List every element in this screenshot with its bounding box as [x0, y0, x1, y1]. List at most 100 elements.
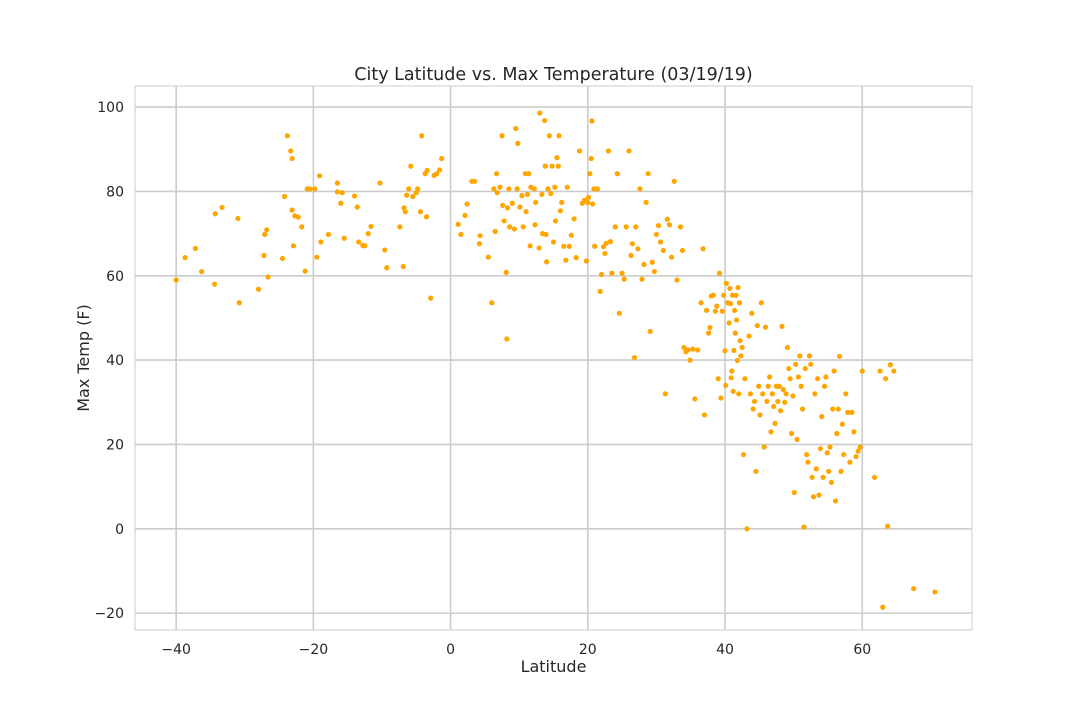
data-point — [493, 171, 500, 177]
data-point — [489, 300, 495, 306]
data-point — [701, 412, 708, 418]
data-point — [653, 231, 660, 238]
data-point — [520, 224, 526, 230]
data-point — [754, 322, 760, 329]
data-point — [612, 224, 618, 230]
data-point — [464, 201, 470, 207]
data-point — [377, 180, 383, 186]
data-point — [316, 173, 323, 179]
data-point — [771, 403, 777, 410]
data-point — [819, 414, 825, 420]
data-point — [698, 300, 704, 306]
data-point — [621, 276, 627, 282]
data-point — [338, 200, 344, 206]
data-point — [504, 205, 511, 211]
data-point — [587, 171, 593, 177]
data-point — [211, 281, 218, 287]
data-point — [813, 466, 819, 472]
data-point — [619, 270, 625, 276]
data-point — [816, 492, 822, 498]
x-axis-label: Latitude — [521, 657, 587, 676]
data-point — [182, 255, 188, 261]
y-tick-label: 40 — [106, 353, 124, 369]
data-point — [351, 193, 358, 199]
data-point — [288, 148, 294, 154]
data-point — [828, 479, 834, 486]
data-point — [674, 277, 680, 283]
data-point — [504, 336, 510, 342]
data-point — [744, 526, 750, 532]
data-point — [831, 368, 837, 374]
data-point — [307, 186, 313, 192]
data-point — [705, 330, 712, 336]
data-point — [776, 383, 782, 389]
data-point — [265, 274, 271, 280]
data-point — [871, 474, 878, 480]
data-point — [777, 408, 784, 414]
data-point — [284, 133, 290, 139]
data-point — [236, 300, 242, 306]
data-point — [500, 202, 506, 208]
data-point — [400, 263, 406, 270]
data-point — [563, 257, 569, 263]
data-point — [728, 375, 734, 381]
data-point — [501, 218, 507, 224]
data-point — [830, 406, 836, 412]
data-point — [690, 346, 696, 352]
data-point — [341, 235, 347, 241]
data-point — [616, 310, 622, 316]
data-point — [561, 243, 567, 249]
y-tick-label: −20 — [94, 606, 124, 622]
data-point — [824, 450, 830, 456]
data-point — [750, 406, 756, 412]
data-point — [762, 324, 769, 330]
data-point — [737, 338, 743, 344]
data-point — [801, 524, 807, 530]
data-point — [614, 171, 620, 177]
data-point — [641, 261, 647, 267]
data-point — [262, 231, 268, 238]
data-point — [532, 222, 538, 228]
data-point — [832, 498, 839, 504]
data-point — [637, 186, 643, 192]
data-point — [765, 383, 771, 389]
data-point — [783, 391, 789, 397]
data-point — [794, 436, 800, 442]
data-point — [787, 376, 793, 382]
tick-labels: −40 −20 0 20 40 60 −20 0 20 40 60 80 100 — [94, 100, 871, 658]
data-point — [594, 186, 601, 192]
data-point — [657, 239, 664, 245]
data-point — [882, 376, 889, 382]
y-tick-label: 100 — [97, 100, 124, 116]
data-point — [649, 259, 655, 265]
data-point — [841, 451, 847, 458]
data-point — [643, 199, 649, 205]
data-point — [849, 409, 855, 415]
data-point — [880, 604, 886, 610]
data-point — [491, 186, 497, 192]
x-tick-label: 40 — [716, 642, 734, 658]
data-point — [651, 268, 657, 275]
data-point — [406, 186, 412, 192]
data-point — [362, 243, 368, 249]
data-point — [712, 308, 719, 314]
data-point — [715, 376, 721, 382]
data-point — [552, 218, 559, 224]
data-point — [757, 412, 763, 418]
y-axis-label: Max Temp (F) — [74, 304, 93, 412]
data-point — [851, 429, 857, 435]
data-point — [545, 186, 551, 192]
data-point — [823, 374, 829, 380]
data-point — [681, 344, 687, 351]
data-point — [566, 243, 572, 249]
data-point — [623, 224, 629, 230]
data-point — [417, 209, 424, 215]
data-point — [559, 199, 565, 205]
data-point — [932, 589, 938, 595]
data-point — [666, 222, 673, 228]
data-point — [564, 184, 570, 190]
chart-title: City Latitude vs. Max Temperature (03/19… — [354, 65, 752, 85]
data-point — [410, 193, 416, 200]
data-point — [557, 208, 563, 214]
data-point — [633, 224, 639, 230]
